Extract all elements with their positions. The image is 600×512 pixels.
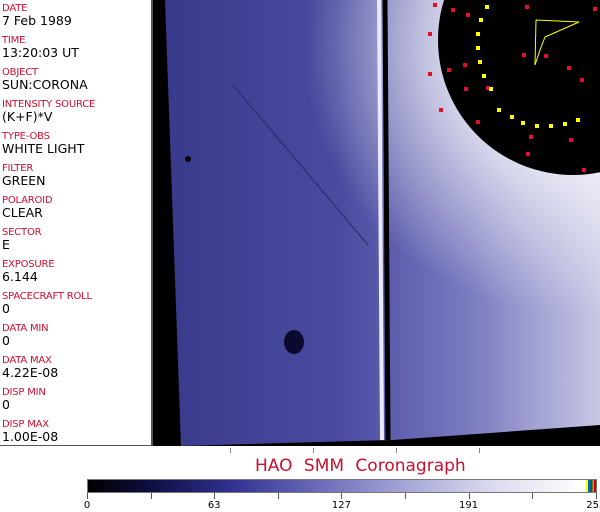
axis-tick	[396, 448, 397, 453]
info-value: 4.22E-08	[2, 365, 59, 380]
info-field: POLAROID CLEAR	[2, 195, 53, 220]
info-label: EXPOSURE	[2, 259, 55, 270]
info-label: DATE	[2, 3, 28, 14]
info-value: 0	[2, 333, 10, 348]
colorbar-tick	[87, 493, 88, 499]
colorbar-tick-label: 63	[207, 500, 221, 511]
info-label: DISP MAX	[2, 419, 49, 430]
info-field: OBJECT SUN:CORONA	[2, 67, 88, 92]
coronagraph-image	[153, 0, 600, 446]
info-field: TYPE-OBS WHITE LIGHT	[2, 131, 84, 156]
info-label: DISP MIN	[2, 387, 46, 398]
info-field: TIME 13:20:03 UT	[2, 35, 79, 60]
info-value: (K+F)*V	[2, 109, 53, 124]
info-field: SPACECRAFT ROLL 0	[2, 291, 92, 316]
info-label: SPACECRAFT ROLL	[2, 291, 92, 302]
info-field: DATE 7 Feb 1989	[2, 3, 72, 28]
info-value: CLEAR	[2, 205, 43, 220]
info-label: TIME	[2, 35, 26, 46]
colorbar-overlay-colors	[586, 480, 596, 492]
info-field: INTENSITY SOURCE (K+F)*V	[2, 99, 95, 124]
overlay-outline	[534, 19, 580, 66]
colorbar-tick	[150, 493, 152, 499]
info-label: INTENSITY SOURCE	[2, 99, 96, 110]
info-value: GREEN	[2, 173, 46, 188]
info-field: FILTER GREEN	[2, 163, 46, 188]
info-label: TYPE-OBS	[2, 131, 50, 142]
colorbar-tick-label: 0	[83, 500, 91, 511]
info-field: DATA MAX 4.22E-08	[2, 355, 58, 380]
info-value: 0	[2, 301, 10, 316]
colorbar-tick-label: 255	[586, 500, 600, 511]
colorbar-tick	[595, 493, 597, 499]
coronagraph-svg	[165, 0, 600, 446]
info-value: SUN:CORONA	[2, 77, 88, 92]
colorbar-tick	[341, 493, 343, 499]
colorbar-tick-label: 127	[331, 500, 351, 511]
colorbar	[87, 479, 597, 493]
overlay-yellow-markers	[476, 5, 580, 128]
colorbar-tick	[468, 493, 470, 499]
info-value: 13:20:03 UT	[2, 45, 79, 60]
scratch-line	[232, 84, 369, 246]
info-field: DISP MAX 1.00E-08	[2, 419, 58, 444]
info-label: DATA MIN	[2, 323, 49, 334]
info-panel: DATE 7 Feb 1989 TIME 13:20:03 UT OBJECT SUN:C…	[0, 0, 153, 446]
dust-spot-small	[185, 156, 191, 162]
info-value: 6.144	[2, 269, 38, 284]
overlay-markers	[428, 3, 597, 172]
info-field: DATA MIN 0	[2, 323, 49, 348]
info-field: EXPOSURE 6.144	[2, 259, 55, 284]
info-value: 1.00E-08	[2, 429, 59, 444]
colorbar-tick	[532, 493, 534, 499]
info-value: WHITE LIGHT	[2, 141, 85, 156]
info-field: DISP MIN 0	[2, 387, 46, 412]
info-value: 0	[2, 397, 10, 412]
sun-disc-occulter	[438, 0, 600, 175]
info-label: POLAROID	[2, 195, 53, 206]
colorbar-tick	[277, 493, 279, 499]
info-value: E	[2, 237, 10, 252]
pylon-dark	[382, 0, 391, 441]
info-label: DATA MAX	[2, 355, 52, 366]
plot-title: HAO SMM Coronagraph	[255, 456, 466, 476]
axis-tick	[230, 448, 231, 453]
dust-spot	[284, 330, 304, 354]
axis-tick	[313, 448, 314, 453]
colorbar-tick	[405, 493, 406, 499]
axis-tick	[479, 448, 480, 453]
colorbar-tick-label: 191	[459, 500, 479, 511]
info-label: FILTER	[2, 163, 34, 174]
info-label: OBJECT	[2, 67, 38, 78]
info-field: SECTOR E	[2, 227, 42, 252]
colorbar-tick	[214, 493, 216, 499]
info-label: SECTOR	[2, 227, 42, 238]
pylon-bright	[377, 0, 384, 441]
info-value: 7 Feb 1989	[2, 13, 72, 28]
